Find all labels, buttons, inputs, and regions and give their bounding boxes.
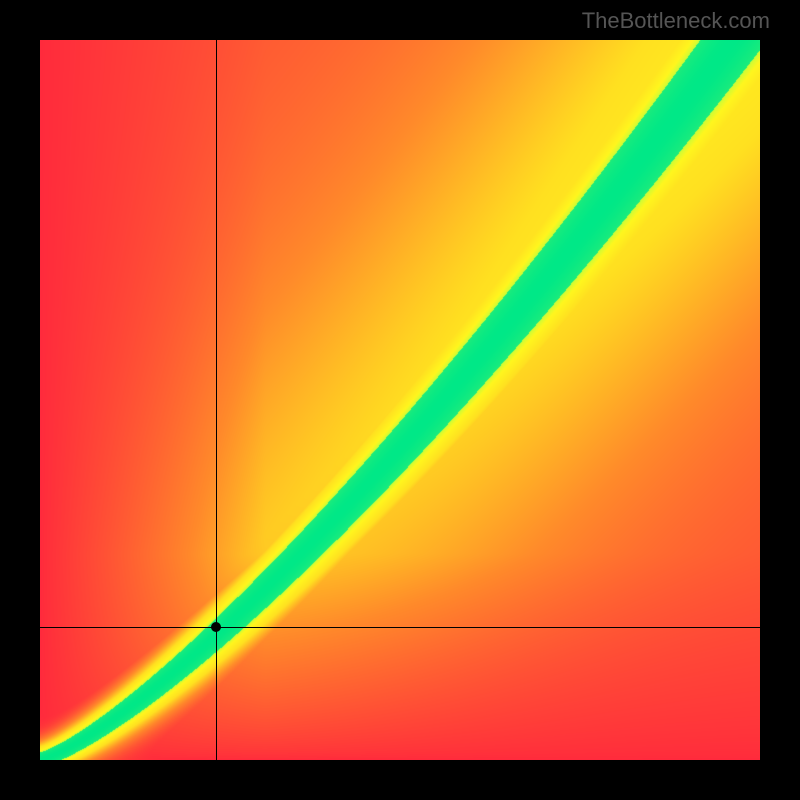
marker-dot bbox=[211, 622, 221, 632]
watermark-text: TheBottleneck.com bbox=[582, 8, 770, 34]
heatmap-canvas bbox=[40, 40, 760, 760]
plot-area bbox=[40, 40, 760, 760]
crosshair-horizontal bbox=[40, 627, 760, 628]
crosshair-vertical bbox=[216, 40, 217, 760]
